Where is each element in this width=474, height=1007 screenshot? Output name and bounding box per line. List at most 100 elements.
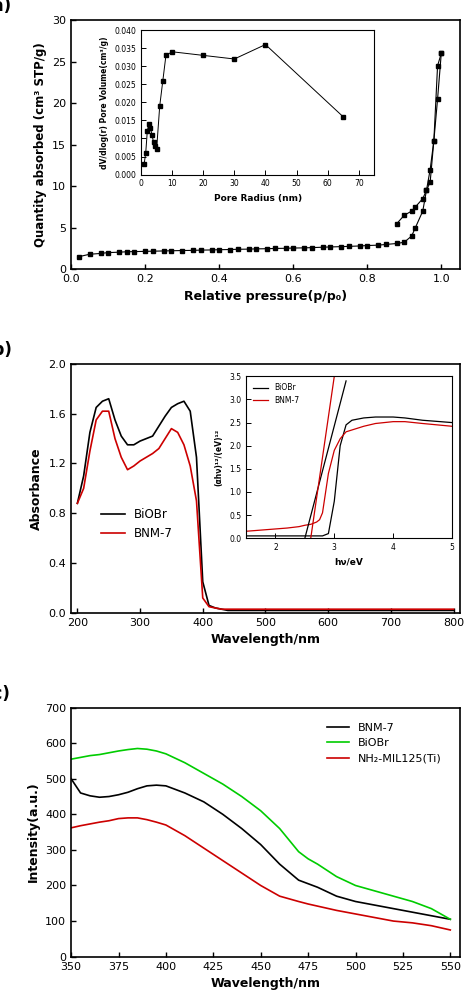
BNM-7 bbox=[428, 909, 434, 921]
Legend: BNM-7, BiOBr, NH₂-MIL125(Ti): BNM-7, BiOBr, NH₂-MIL125(Ti) bbox=[323, 718, 447, 768]
NH₂-MIL125(Ti) bbox=[315, 900, 320, 912]
Line: BNM-7: BNM-7 bbox=[71, 778, 450, 919]
BiOBr bbox=[162, 410, 168, 422]
BNM-7 bbox=[144, 779, 150, 792]
BNM-7 bbox=[125, 786, 131, 799]
NH₂-MIL125(Ti) bbox=[182, 830, 188, 842]
NH₂-MIL125(Ti) bbox=[372, 911, 377, 923]
BiOBr bbox=[447, 913, 453, 925]
BiOBr bbox=[220, 778, 226, 790]
BiOBr bbox=[156, 420, 162, 432]
BiOBr bbox=[277, 823, 283, 835]
NH₂-MIL125(Ti) bbox=[154, 816, 159, 828]
BNM-7 bbox=[315, 881, 320, 893]
BNM-7 bbox=[175, 426, 181, 438]
BNM-7 bbox=[219, 603, 224, 615]
BNM-7 bbox=[391, 902, 396, 914]
BiOBr bbox=[74, 497, 80, 510]
BiOBr bbox=[154, 745, 159, 757]
BNM-7 bbox=[206, 600, 212, 612]
X-axis label: Wavelength/nm: Wavelength/nm bbox=[210, 633, 320, 646]
BNM-7 bbox=[106, 405, 111, 417]
BNM-7 bbox=[263, 603, 268, 615]
BiOBr bbox=[68, 753, 74, 765]
BiOBr bbox=[169, 402, 174, 414]
BNM-7 bbox=[388, 603, 394, 615]
BiOBr bbox=[410, 895, 415, 907]
NH₂-MIL125(Ti) bbox=[87, 818, 93, 830]
BNM-7 bbox=[447, 913, 453, 925]
BNM-7 bbox=[78, 786, 83, 799]
BNM-7 bbox=[93, 414, 99, 426]
BiOBr bbox=[263, 604, 268, 616]
BiOBr bbox=[87, 749, 93, 761]
BNM-7 bbox=[200, 592, 206, 604]
BiOBr bbox=[334, 870, 339, 882]
BNM-7 bbox=[100, 405, 105, 417]
Legend: BiOBr, BNM-7: BiOBr, BNM-7 bbox=[96, 504, 178, 545]
BiOBr bbox=[125, 743, 131, 755]
BNM-7 bbox=[137, 455, 143, 467]
BiOBr bbox=[391, 890, 396, 902]
BiOBr bbox=[118, 430, 124, 442]
Line: BiOBr: BiOBr bbox=[77, 399, 454, 610]
NH₂-MIL125(Ti) bbox=[239, 867, 245, 879]
Y-axis label: Intensity(a.u.): Intensity(a.u.) bbox=[27, 781, 39, 882]
BiOBr bbox=[144, 743, 150, 755]
BNM-7 bbox=[212, 602, 218, 614]
BiOBr bbox=[100, 395, 105, 407]
NH₂-MIL125(Ti) bbox=[106, 815, 112, 827]
Y-axis label: Quantity absorbed (cm³ STP/g): Quantity absorbed (cm³ STP/g) bbox=[34, 42, 46, 247]
Y-axis label: Absorbance: Absorbance bbox=[30, 447, 43, 530]
BNM-7 bbox=[296, 874, 301, 886]
BNM-7 bbox=[239, 823, 245, 835]
BiOBr bbox=[451, 604, 456, 616]
BiOBr bbox=[116, 745, 121, 757]
BiOBr bbox=[212, 602, 218, 614]
BiOBr bbox=[315, 858, 320, 870]
BiOBr bbox=[206, 599, 212, 611]
BiOBr bbox=[296, 846, 301, 858]
NH₂-MIL125(Ti) bbox=[258, 879, 264, 891]
BNM-7 bbox=[187, 460, 193, 472]
NH₂-MIL125(Ti) bbox=[410, 916, 415, 928]
BNM-7 bbox=[225, 603, 231, 615]
NH₂-MIL125(Ti) bbox=[97, 816, 102, 828]
BiOBr bbox=[372, 885, 377, 897]
BNM-7 bbox=[353, 895, 358, 907]
BiOBr bbox=[150, 430, 155, 442]
BNM-7 bbox=[334, 890, 339, 902]
BiOBr bbox=[194, 451, 200, 463]
NH₂-MIL125(Ti) bbox=[447, 923, 453, 936]
BiOBr bbox=[200, 576, 206, 588]
NH₂-MIL125(Ti) bbox=[296, 895, 301, 907]
BiOBr bbox=[78, 751, 83, 763]
BNM-7 bbox=[131, 460, 137, 472]
BiOBr bbox=[201, 767, 207, 779]
BiOBr bbox=[137, 435, 143, 447]
BiOBr bbox=[106, 747, 112, 759]
BiOBr bbox=[219, 603, 224, 615]
NH₂-MIL125(Ti) bbox=[220, 855, 226, 867]
BNM-7 bbox=[106, 790, 112, 803]
NH₂-MIL125(Ti) bbox=[116, 813, 121, 825]
Text: (c): (c) bbox=[0, 685, 10, 703]
BNM-7 bbox=[116, 788, 121, 801]
BNM-7 bbox=[305, 878, 311, 890]
BiOBr bbox=[353, 879, 358, 891]
BiOBr bbox=[81, 470, 86, 482]
BNM-7 bbox=[451, 603, 456, 615]
BNM-7 bbox=[277, 858, 283, 870]
BNM-7 bbox=[181, 439, 187, 451]
NH₂-MIL125(Ti) bbox=[391, 915, 396, 927]
BNM-7 bbox=[74, 497, 80, 510]
NH₂-MIL125(Ti) bbox=[163, 819, 169, 831]
BNM-7 bbox=[156, 442, 162, 454]
Line: NH₂-MIL125(Ti): NH₂-MIL125(Ti) bbox=[71, 818, 450, 929]
NH₂-MIL125(Ti) bbox=[144, 814, 150, 826]
BNM-7 bbox=[144, 451, 149, 463]
NH₂-MIL125(Ti) bbox=[428, 919, 434, 931]
BiOBr bbox=[112, 414, 118, 426]
BiOBr bbox=[225, 604, 231, 616]
BNM-7 bbox=[162, 433, 168, 445]
